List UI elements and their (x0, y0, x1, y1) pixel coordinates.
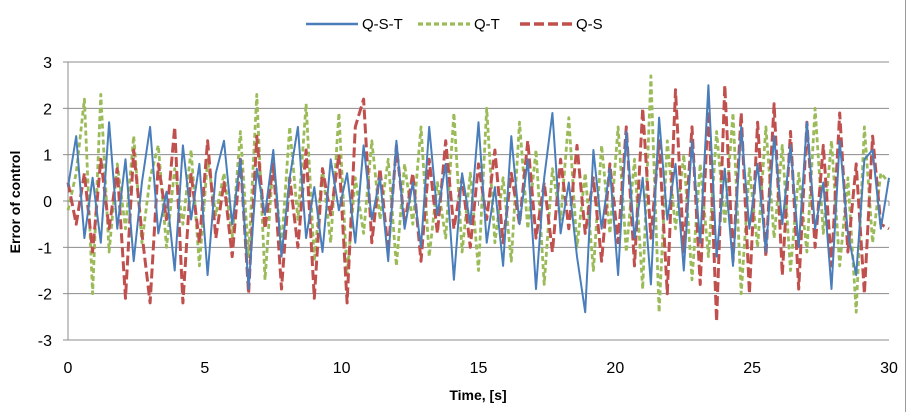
x-axis-title: Time, [s] (449, 387, 506, 403)
y-tick-label: 0 (43, 194, 52, 211)
axes (63, 61, 890, 341)
x-tick-label: 30 (880, 360, 898, 377)
x-tick-label: 5 (200, 360, 209, 377)
series-lines (66, 74, 891, 323)
y-tick-label: 1 (43, 148, 52, 165)
y-tick-label: -3 (38, 333, 52, 350)
y-tick-label: 3 (43, 55, 52, 72)
legend: Q-S-T Q-T Q-S (306, 16, 603, 33)
legend-label-q-t: Q-T (474, 16, 500, 33)
series-line-q-s (66, 83, 890, 323)
x-tick-label: 20 (606, 360, 624, 377)
x-tick-label: 25 (743, 360, 761, 377)
x-tick-label: 0 (64, 360, 73, 377)
y-tick-label: -2 (38, 287, 52, 304)
y-tick-label: -1 (38, 240, 52, 257)
x-tick-label: 10 (333, 360, 351, 377)
legend-label-q-s-t: Q-S-T (362, 16, 403, 33)
y-axis-title: Error of control (7, 151, 23, 254)
x-tick-label: 15 (470, 360, 488, 377)
series-line-q-t (66, 74, 891, 314)
y-tick-label: 2 (43, 101, 52, 118)
series-line-q-s-t (67, 84, 890, 314)
legend-label-q-s: Q-S (576, 16, 603, 33)
